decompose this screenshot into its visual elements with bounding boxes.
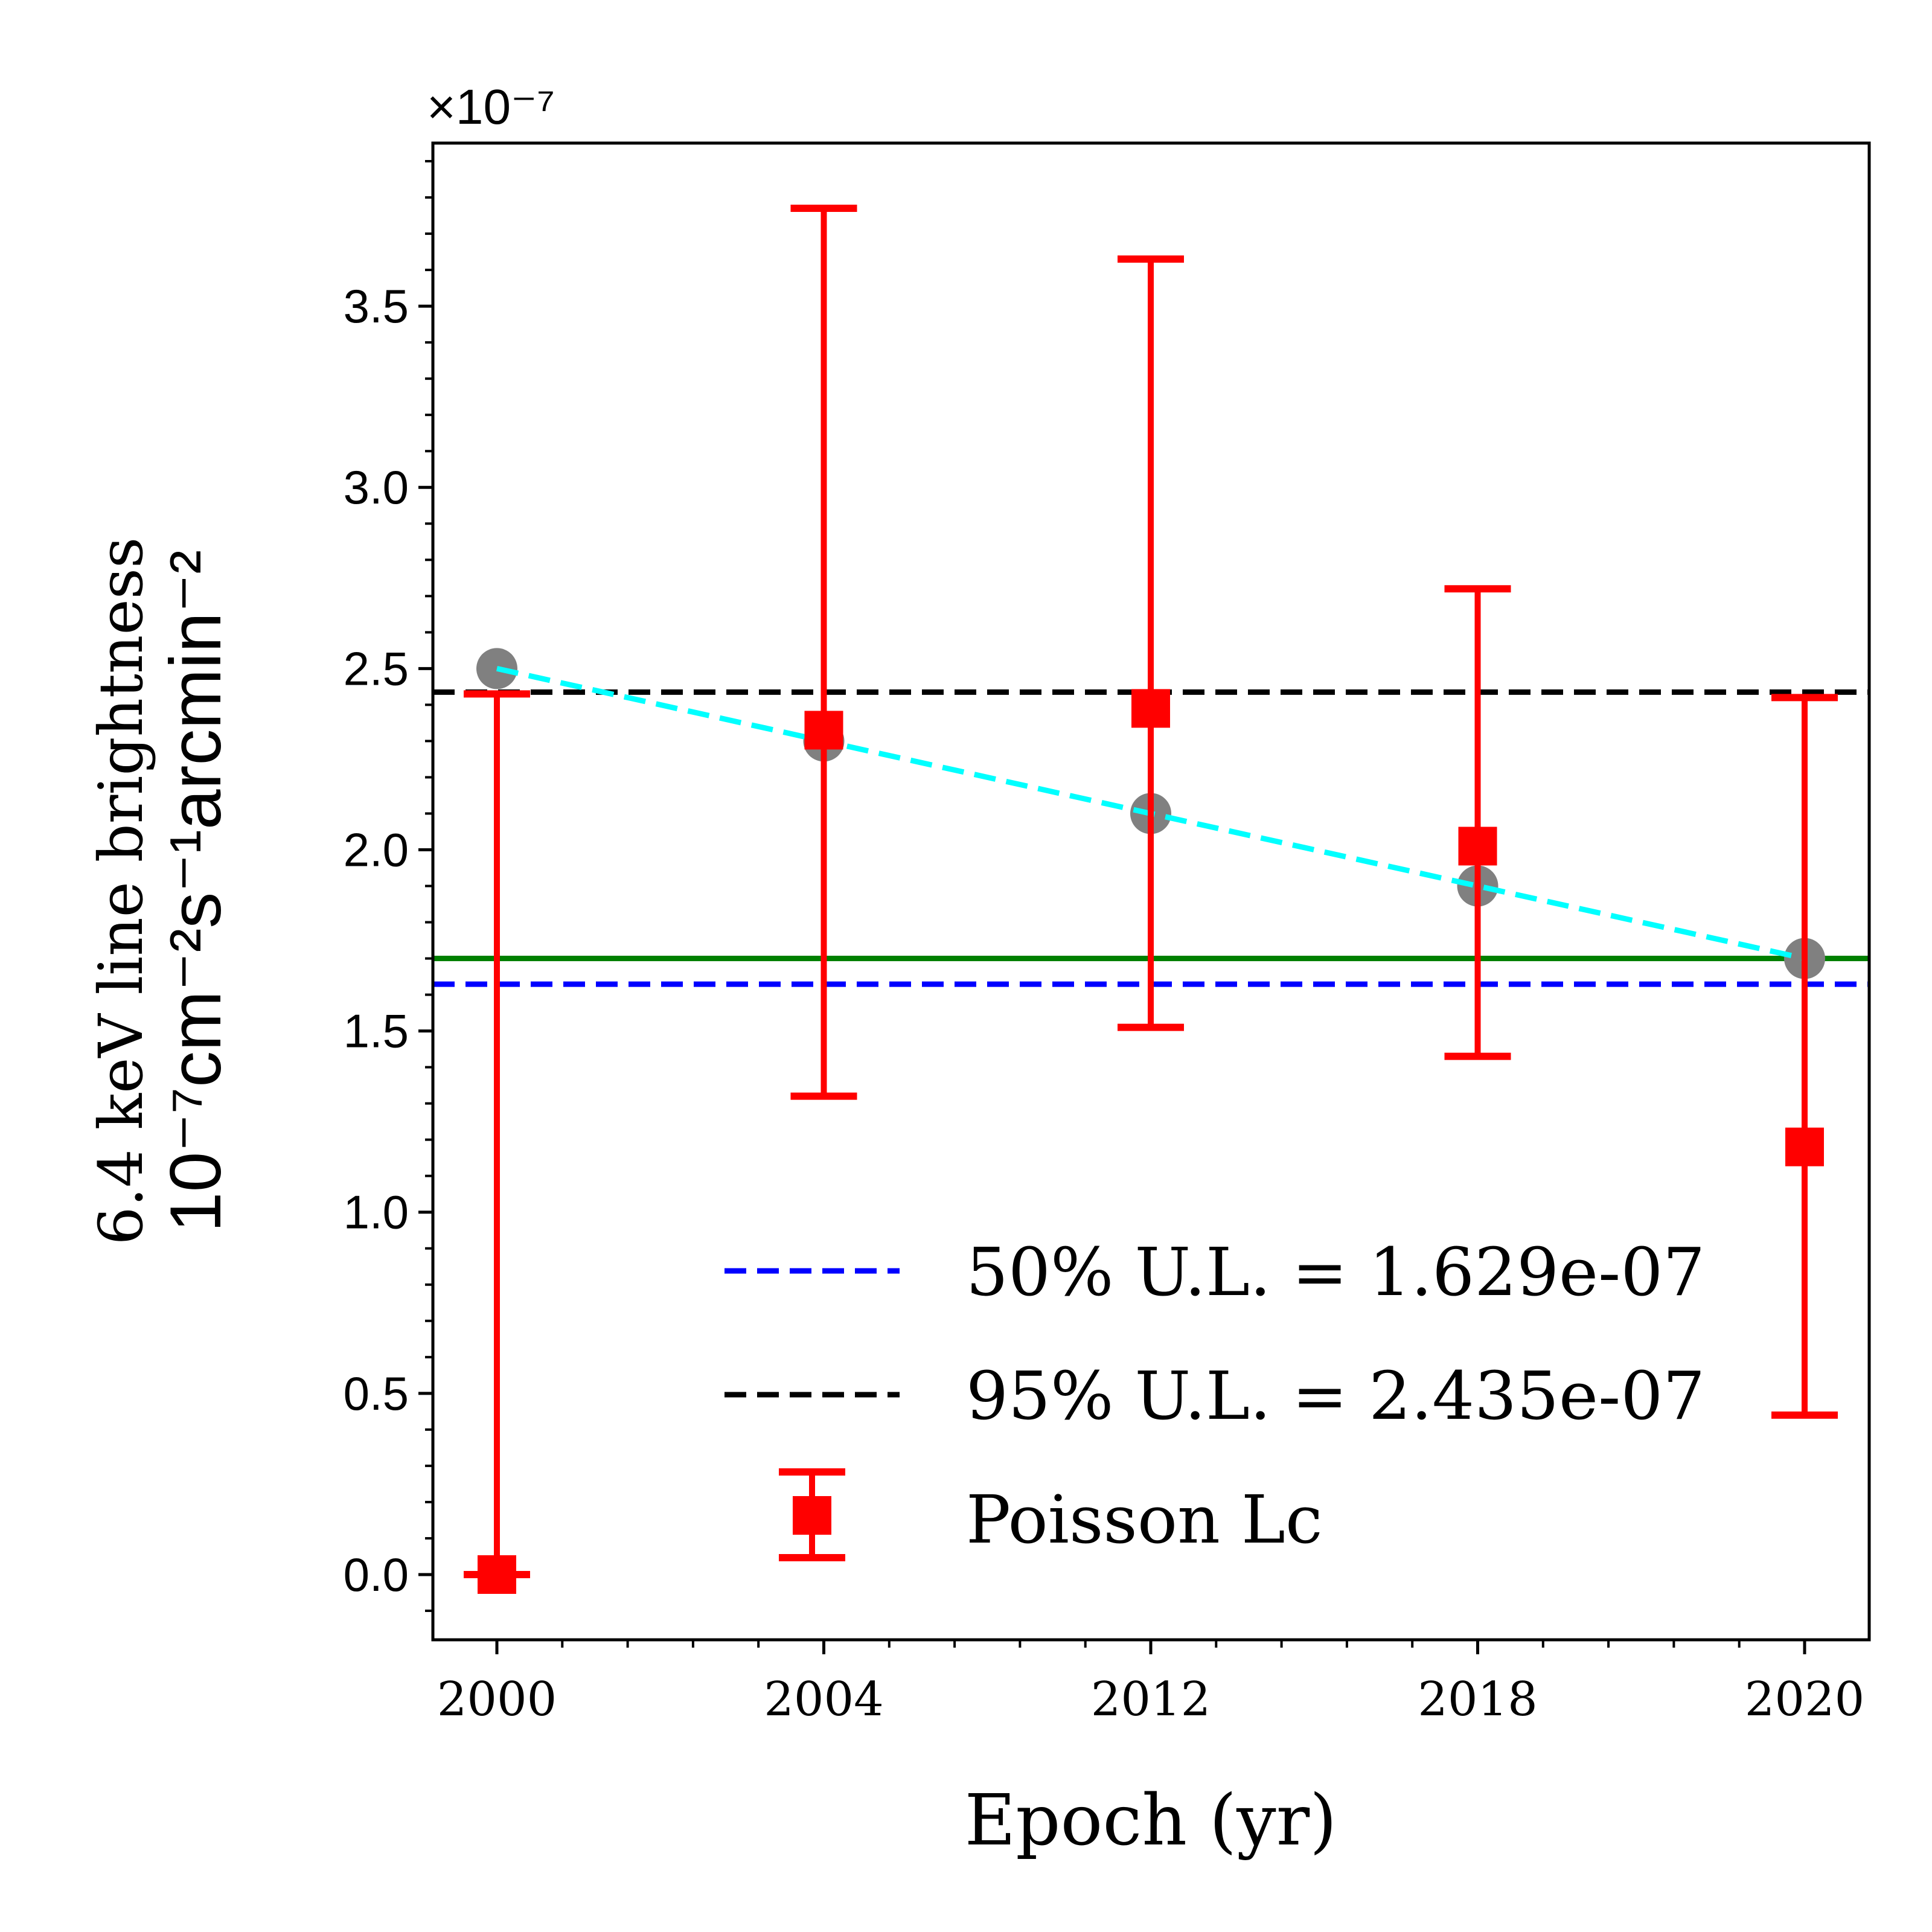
legend-label-poisson: Poisson Lc bbox=[966, 1481, 1323, 1558]
errorbar-2004 bbox=[790, 205, 857, 1100]
errorbar-marker bbox=[804, 711, 843, 750]
y-axis-label: 6.4 keV line brightness 10⁻⁷cm⁻²s⁻¹arcmi… bbox=[86, 537, 236, 1246]
ytick-label: 2.5 bbox=[344, 642, 409, 695]
y-axis-label-line2: 10⁻⁷cm⁻²s⁻¹arcmin⁻² bbox=[155, 550, 236, 1232]
ytick-label: 2.0 bbox=[344, 823, 409, 876]
xtick-label: 2000 bbox=[437, 1672, 557, 1727]
xtick-label: 2018 bbox=[1418, 1672, 1538, 1727]
axis-ticks: 0.0 0.5 1.0 1.5 2.0 2.5 3.0 3.5 2000 2004 2012 2018… bbox=[344, 160, 1865, 1727]
errorbar-2020 bbox=[1771, 694, 1838, 1419]
legend-swatch-poisson bbox=[779, 1468, 845, 1561]
y-axis-label-line1: 6.4 keV line brightness bbox=[86, 537, 156, 1246]
legend-label-95ul: 95% U.L. = 2.435e-07 bbox=[966, 1357, 1705, 1435]
ytick-label: 3.0 bbox=[344, 461, 409, 514]
errorbar-marker bbox=[1458, 827, 1497, 866]
ytick-label: 1.5 bbox=[344, 1005, 409, 1058]
errorbar-marker bbox=[478, 1555, 516, 1594]
xtick-label: 2004 bbox=[764, 1672, 884, 1727]
legend-label-50ul: 50% U.L. = 1.629e-07 bbox=[966, 1233, 1705, 1311]
xtick-label: 2012 bbox=[1091, 1672, 1211, 1727]
plot-area bbox=[433, 205, 1869, 1594]
axes-frame bbox=[431, 141, 1871, 1642]
x-axis-label: Epoch (yr) bbox=[965, 1780, 1337, 1861]
legend: 50% U.L. = 1.629e-07 95% U.L. = 2.435e-0… bbox=[724, 1233, 1705, 1561]
errorbar-2000 bbox=[464, 690, 530, 1594]
ytick-label: 1.0 bbox=[344, 1186, 409, 1239]
ytick-label: 0.5 bbox=[344, 1367, 409, 1420]
errorbar-marker bbox=[1785, 1127, 1824, 1166]
y-offset-text: ×10⁻⁷ bbox=[427, 80, 555, 135]
xtick-label: 2020 bbox=[1745, 1672, 1865, 1727]
ytick-label: 0.0 bbox=[344, 1548, 409, 1601]
ytick-label: 3.5 bbox=[344, 280, 409, 333]
errorbar-marker bbox=[1131, 689, 1170, 728]
errorbar-2012 bbox=[1118, 255, 1184, 1031]
errorbar-2018 bbox=[1444, 585, 1511, 1060]
